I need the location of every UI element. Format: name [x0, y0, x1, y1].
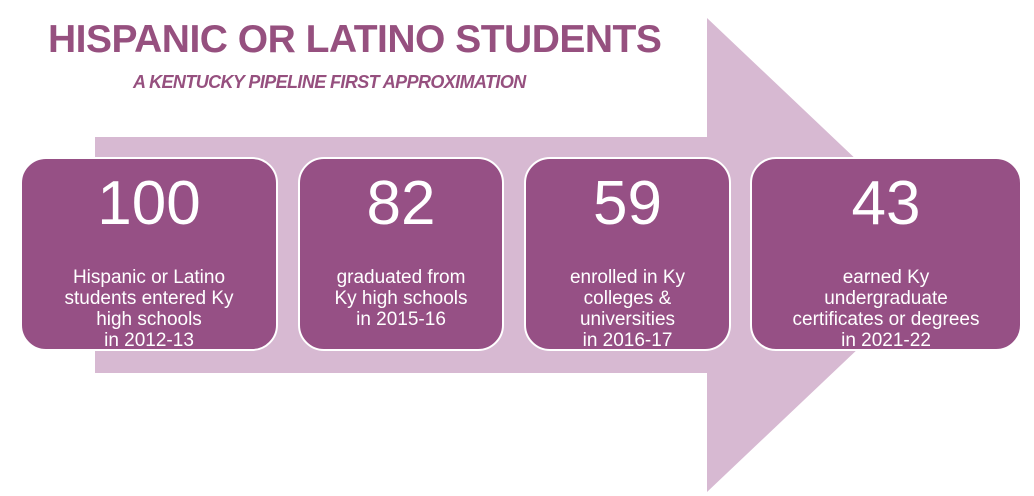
stage-value: 43 [851, 169, 921, 238]
stage-value: 59 [593, 169, 662, 238]
stage-description: graduated from Ky high schools in 2015-1… [334, 267, 468, 330]
page-subtitle: A KENTUCKY PIPELINE FIRST APPROXIMATION [133, 72, 526, 92]
page-title: HISPANIC OR LATINO STUDENTS [48, 18, 662, 61]
stage-value: 82 [366, 169, 436, 238]
stage-description: earned Ky undergraduate certificates or … [792, 267, 980, 351]
stage-box-earned: 43 earned Ky undergraduate certificates … [750, 157, 1022, 351]
stage-value: 100 [97, 169, 201, 238]
stage-box-entered: 100 Hispanic or Latino students entered … [20, 157, 278, 351]
stage-box-enrolled: 59 enrolled in Ky colleges & universitie… [524, 157, 731, 351]
stage-box-graduated: 82 graduated from Ky high schools in 201… [298, 157, 504, 351]
stage-description: Hispanic or Latino students entered Ky h… [64, 267, 234, 351]
stage-description: enrolled in Ky colleges & universities i… [569, 267, 686, 351]
